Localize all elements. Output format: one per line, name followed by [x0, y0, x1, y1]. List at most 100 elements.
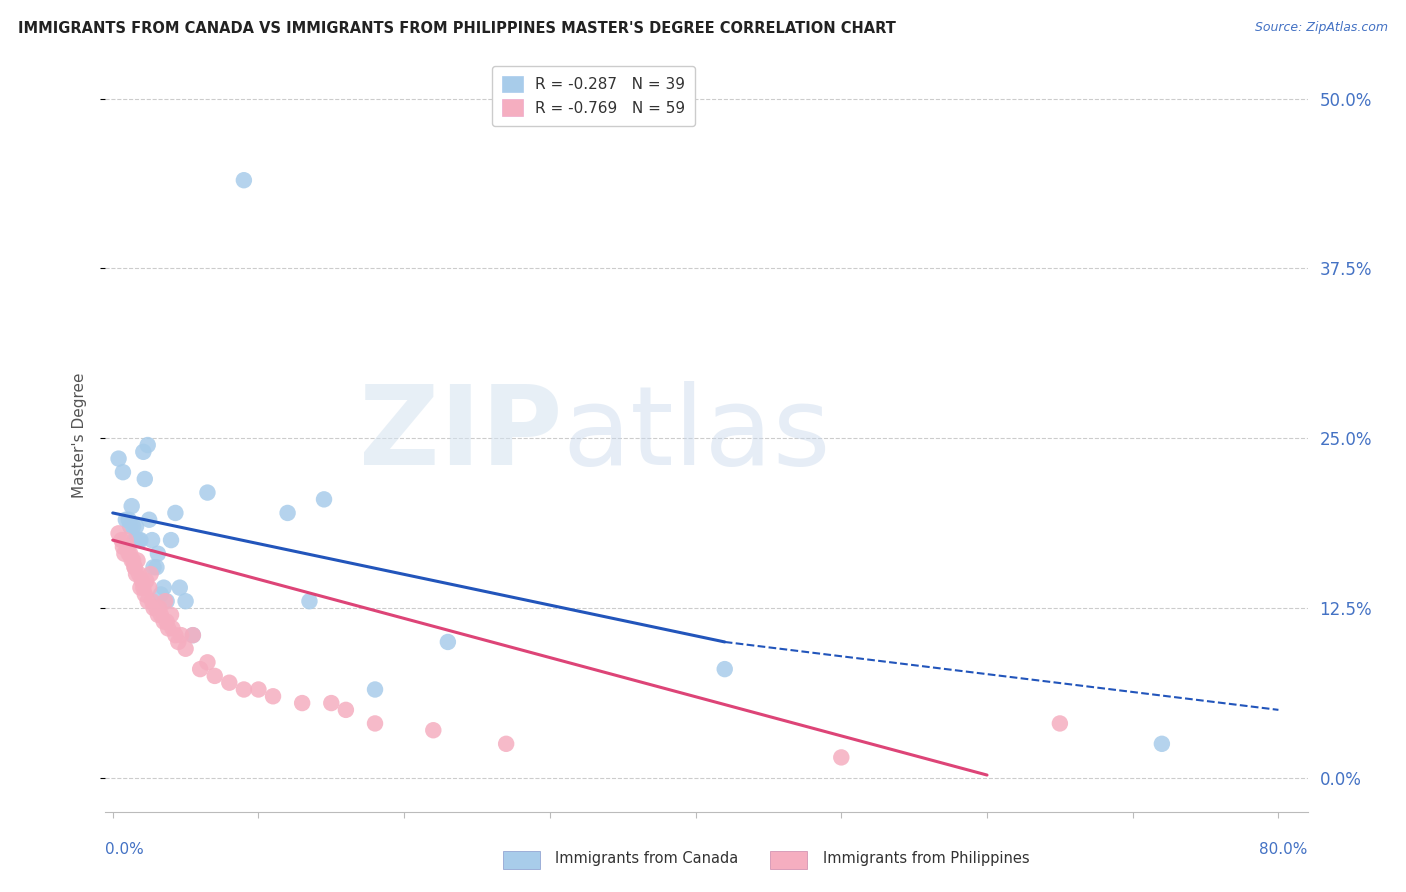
- Point: [174, 641, 197, 656]
- Point: [107, 451, 129, 466]
- Point: [120, 547, 142, 561]
- Point: [422, 723, 444, 738]
- Text: Immigrants from Canada: Immigrants from Canada: [555, 851, 738, 865]
- Point: [136, 594, 159, 608]
- Point: [120, 519, 142, 533]
- Point: [124, 560, 146, 574]
- Point: [165, 628, 187, 642]
- Point: [110, 533, 132, 547]
- Point: [142, 601, 165, 615]
- Point: [136, 438, 159, 452]
- Point: [149, 587, 172, 601]
- Point: [138, 581, 160, 595]
- Point: [138, 513, 160, 527]
- Point: [111, 465, 134, 479]
- Point: [188, 662, 211, 676]
- Point: [132, 581, 155, 595]
- Point: [232, 682, 254, 697]
- Point: [174, 594, 197, 608]
- Point: [142, 560, 165, 574]
- Point: [167, 635, 190, 649]
- Point: [160, 607, 183, 622]
- Point: [132, 445, 155, 459]
- Point: [141, 594, 163, 608]
- Point: [118, 513, 141, 527]
- Point: [364, 716, 387, 731]
- Point: [145, 601, 167, 615]
- Point: [125, 519, 148, 533]
- Point: [134, 587, 156, 601]
- Point: [170, 628, 193, 642]
- Point: [197, 485, 219, 500]
- Point: [149, 607, 172, 622]
- Point: [169, 581, 191, 595]
- Point: [181, 628, 204, 642]
- Point: [135, 574, 157, 588]
- Point: [232, 173, 254, 187]
- Point: [146, 607, 169, 622]
- Point: [437, 635, 460, 649]
- Text: atlas: atlas: [562, 382, 831, 488]
- Point: [129, 581, 152, 595]
- Point: [197, 656, 219, 670]
- Point: [156, 594, 179, 608]
- Point: [277, 506, 299, 520]
- Point: [162, 621, 184, 635]
- Point: [115, 533, 138, 547]
- Point: [262, 690, 284, 704]
- Point: [312, 492, 335, 507]
- Point: [218, 675, 240, 690]
- Point: [131, 574, 153, 588]
- Point: [129, 533, 152, 547]
- Point: [125, 567, 148, 582]
- Point: [118, 547, 141, 561]
- Point: [1049, 716, 1071, 731]
- Point: [112, 547, 135, 561]
- Text: Immigrants from Philippines: Immigrants from Philippines: [823, 851, 1029, 865]
- Point: [124, 560, 146, 574]
- Point: [148, 601, 170, 615]
- Point: [153, 594, 176, 608]
- Point: [117, 540, 139, 554]
- Text: IMMIGRANTS FROM CANADA VS IMMIGRANTS FROM PHILIPPINES MASTER'S DEGREE CORRELATIO: IMMIGRANTS FROM CANADA VS IMMIGRANTS FRO…: [18, 21, 896, 36]
- Point: [111, 540, 134, 554]
- Point: [291, 696, 314, 710]
- Text: ZIP: ZIP: [359, 382, 562, 488]
- Point: [128, 567, 150, 582]
- Point: [124, 533, 146, 547]
- Point: [128, 533, 150, 547]
- Point: [152, 581, 174, 595]
- Point: [115, 513, 138, 527]
- Point: [125, 533, 148, 547]
- Point: [321, 696, 343, 710]
- Point: [107, 526, 129, 541]
- Point: [160, 533, 183, 547]
- Point: [830, 750, 852, 764]
- Point: [713, 662, 735, 676]
- Text: 0.0%: 0.0%: [105, 842, 145, 856]
- Point: [152, 615, 174, 629]
- Point: [127, 553, 149, 567]
- Point: [247, 682, 270, 697]
- Text: 80.0%: 80.0%: [1260, 842, 1308, 856]
- Point: [141, 533, 163, 547]
- Point: [157, 621, 180, 635]
- Point: [165, 506, 187, 520]
- Point: [122, 553, 145, 567]
- Point: [298, 594, 321, 608]
- Point: [146, 547, 169, 561]
- Point: [364, 682, 387, 697]
- Point: [134, 472, 156, 486]
- Point: [495, 737, 517, 751]
- Point: [181, 628, 204, 642]
- Point: [121, 553, 143, 567]
- Point: [156, 615, 179, 629]
- Point: [1150, 737, 1173, 751]
- Legend: R = -0.287   N = 39, R = -0.769   N = 59: R = -0.287 N = 39, R = -0.769 N = 59: [492, 66, 696, 126]
- Point: [145, 560, 167, 574]
- Point: [121, 499, 143, 513]
- Point: [139, 567, 162, 582]
- Point: [335, 703, 357, 717]
- Point: [204, 669, 226, 683]
- Text: Source: ZipAtlas.com: Source: ZipAtlas.com: [1254, 21, 1388, 34]
